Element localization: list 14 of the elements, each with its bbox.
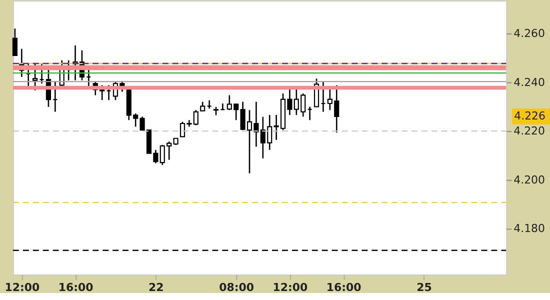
x-tick-label: 25 [416,280,432,294]
y-tick-label: 4.220 [514,124,546,138]
x-tick-label: 12:00 [4,280,40,294]
x-tick-label: 12:00 [272,280,308,294]
y-tick-label: 4.200 [514,173,546,186]
x-tick-label: 16:00 [326,280,362,294]
y-tick-label: 4.240 [514,76,546,89]
y-tick-label: 4.260 [514,26,546,40]
x-tick-label: 08:00 [219,280,254,294]
text: 4.226 [514,109,546,122]
y-tick-label: 4.180 [514,222,546,236]
x-tick-label: 16:00 [58,280,94,294]
x-tick-label: 22 [148,280,164,294]
candlestick [12,28,18,56]
